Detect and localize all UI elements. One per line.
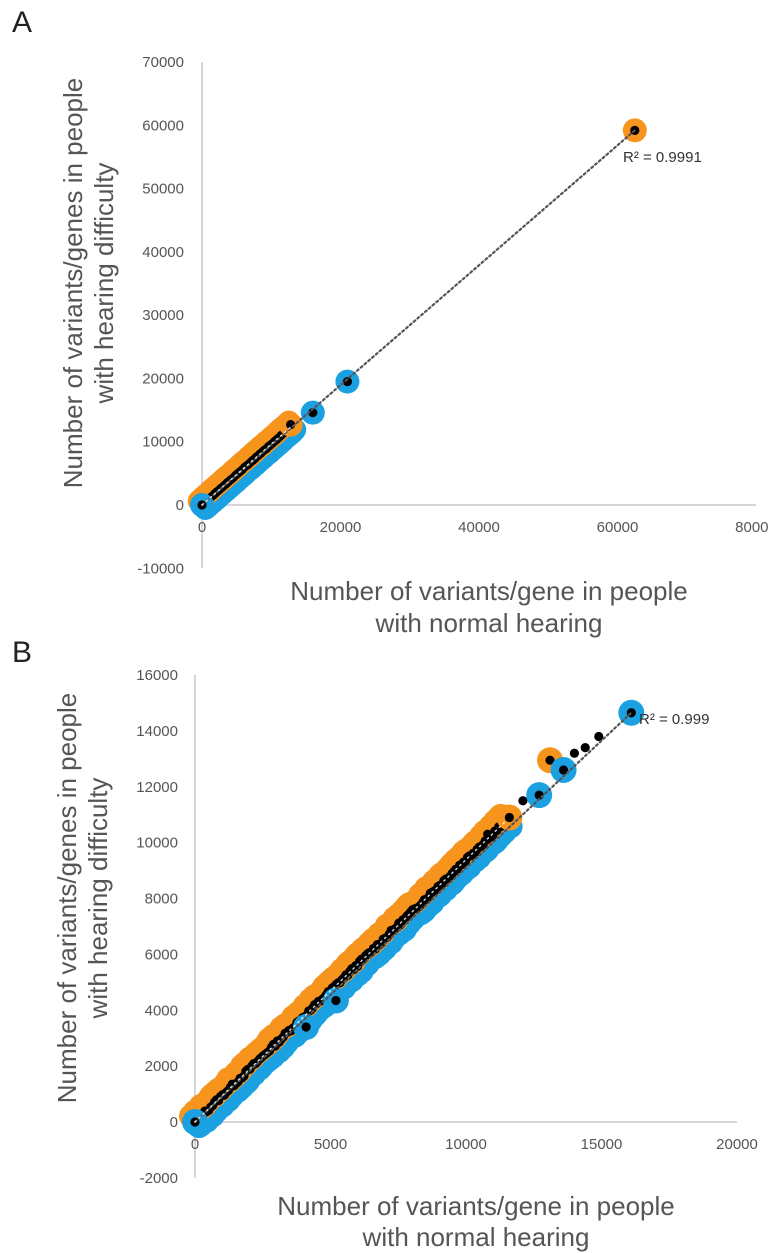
x-axis-title-line: with normal hearing bbox=[375, 608, 603, 638]
y-tick-label: 70000 bbox=[142, 54, 184, 71]
y-tick-label: 6000 bbox=[145, 946, 178, 963]
panel-label-b: B bbox=[12, 636, 33, 669]
y-tick-label: -10000 bbox=[137, 560, 184, 577]
x-axis-title-line: Number of variants/gene in people bbox=[277, 1191, 674, 1221]
x-tick-label: 5000 bbox=[314, 1136, 347, 1153]
x-tick-label: 15000 bbox=[581, 1136, 623, 1153]
x-axis-title-line: Number of variants/gene in people bbox=[290, 576, 687, 606]
x-tick-label: 0 bbox=[191, 1136, 199, 1153]
hearing-difficulty-markers bbox=[179, 803, 515, 1129]
trendline bbox=[200, 129, 636, 507]
scatter-chart-a: 0 20000 40000 60000 80000 -10000 0 10000 20000 30… bbox=[58, 54, 769, 638]
y-tick-label: -2000 bbox=[140, 1170, 178, 1187]
y-axis-title-line: with hearing difficulty bbox=[89, 163, 119, 405]
r-squared-label: R² = 0.999 bbox=[639, 711, 709, 728]
y-tick-label: 8000 bbox=[145, 891, 178, 908]
data-point bbox=[518, 796, 528, 806]
data-point bbox=[504, 812, 514, 823]
data-point bbox=[569, 748, 580, 758]
y-tick-label: 16000 bbox=[136, 667, 178, 684]
x-tick-label: 20000 bbox=[320, 519, 362, 536]
y-tick-label: 20000 bbox=[142, 370, 184, 387]
y-tick-label: 12000 bbox=[136, 779, 178, 796]
x-tick-label: 0 bbox=[198, 519, 206, 536]
data-point bbox=[308, 408, 318, 418]
trendline bbox=[193, 711, 633, 1124]
y-tick-label: 14000 bbox=[136, 723, 178, 740]
data-point bbox=[580, 743, 590, 753]
data-point bbox=[331, 995, 341, 1006]
r-squared-label: R² = 0.9991 bbox=[623, 149, 702, 166]
y-tick-label: 0 bbox=[170, 1114, 178, 1131]
trendline-inner bbox=[194, 819, 508, 1123]
y-tick-label: 2000 bbox=[145, 1058, 178, 1075]
panel-label-a: A bbox=[12, 6, 33, 39]
y-tick-label: 50000 bbox=[142, 181, 184, 198]
x-tick-label: 60000 bbox=[597, 519, 639, 536]
x-tick-label: 80000 bbox=[735, 519, 769, 536]
y-tick-label: 10000 bbox=[142, 434, 184, 451]
y-axis-title-line: with hearing difficulty bbox=[83, 778, 113, 1020]
y-tick-label: 60000 bbox=[142, 117, 184, 134]
y-axis-title-line: Number of variants/genes in people bbox=[58, 78, 88, 488]
x-tick-label: 40000 bbox=[458, 519, 500, 536]
x-tick-label: 20000 bbox=[716, 1136, 758, 1153]
data-point bbox=[301, 1022, 311, 1032]
data-point bbox=[594, 731, 604, 742]
y-tick-label: 30000 bbox=[142, 307, 184, 324]
y-tick-label: 0 bbox=[176, 497, 184, 514]
x-tick-label: 10000 bbox=[445, 1136, 487, 1153]
y-axis-title-line: Number of variants/genes in people bbox=[52, 693, 82, 1103]
data-point bbox=[342, 376, 353, 387]
data-point bbox=[626, 708, 636, 718]
y-tick-label: 40000 bbox=[142, 244, 184, 261]
y-tick-label: 10000 bbox=[136, 835, 178, 852]
data-point bbox=[558, 765, 569, 775]
data-point bbox=[483, 829, 493, 839]
data-point bbox=[545, 755, 555, 765]
x-axis-title-line: with normal hearing bbox=[362, 1222, 590, 1252]
y-tick-label: 4000 bbox=[145, 1002, 178, 1019]
trendline-inner bbox=[201, 425, 293, 506]
